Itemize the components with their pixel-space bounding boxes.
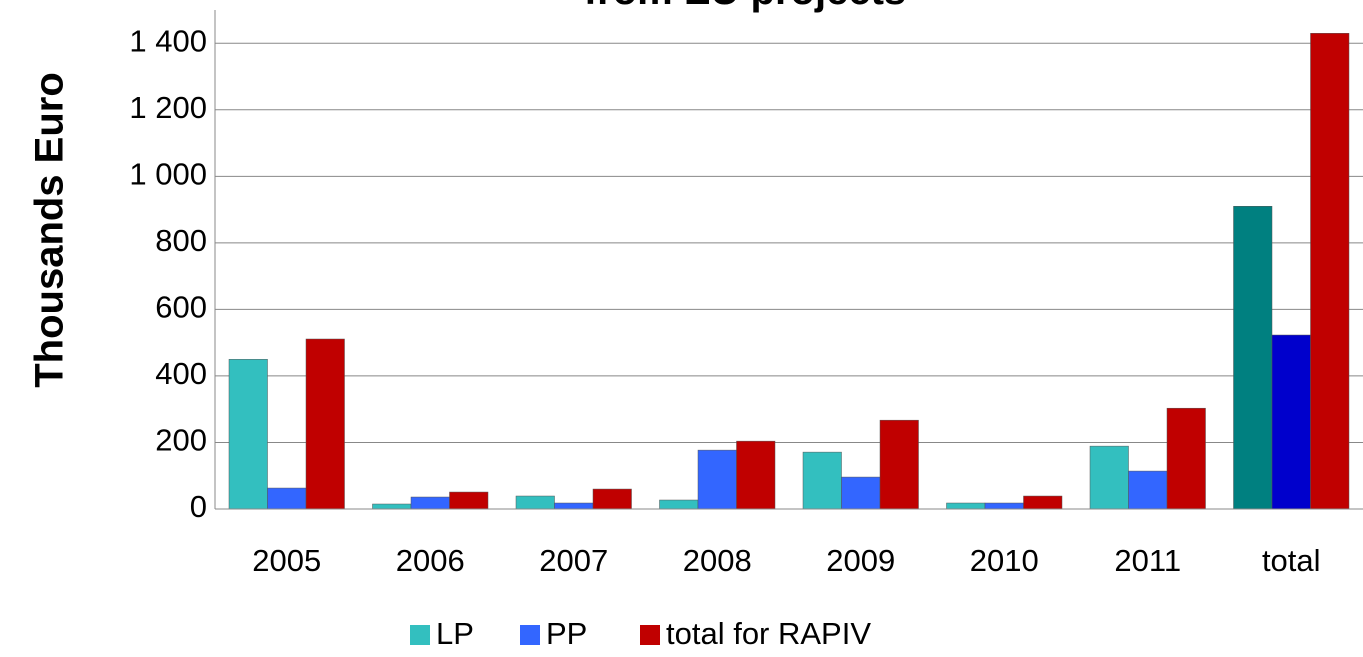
bar bbox=[841, 476, 881, 510]
x-tick-label: 2011 bbox=[1114, 543, 1181, 578]
legend-label: total for RAPIV bbox=[666, 616, 871, 651]
y-tick-label: 1 200 bbox=[129, 90, 207, 125]
y-tick-label: 1 000 bbox=[129, 157, 207, 192]
bar bbox=[449, 491, 489, 510]
legend-label: LP bbox=[436, 616, 474, 651]
bar bbox=[1310, 33, 1350, 510]
x-tick-label: 2008 bbox=[683, 543, 752, 578]
y-tick-label: 800 bbox=[155, 223, 207, 258]
legend-swatch bbox=[640, 625, 660, 645]
bar bbox=[736, 440, 776, 510]
x-tick-label: 2009 bbox=[826, 543, 895, 578]
y-tick-label: 200 bbox=[155, 423, 207, 458]
x-tick-label: 2007 bbox=[539, 543, 608, 578]
x-tick-label: total bbox=[1262, 543, 1321, 578]
bar bbox=[267, 487, 307, 510]
y-tick-label: 400 bbox=[155, 356, 207, 391]
bar bbox=[372, 503, 412, 510]
bar bbox=[228, 359, 268, 510]
legend-label: PP bbox=[546, 616, 587, 651]
bar bbox=[515, 495, 555, 510]
legend-swatch bbox=[520, 625, 540, 645]
bar bbox=[410, 496, 450, 510]
legend-swatch bbox=[410, 625, 430, 645]
bar bbox=[1089, 445, 1129, 510]
chart-title: from EU projects bbox=[584, 0, 906, 13]
x-tick-label: 2010 bbox=[970, 543, 1039, 578]
bar bbox=[1128, 470, 1168, 510]
bar bbox=[305, 338, 345, 510]
y-axis-label: Thousands Euro bbox=[28, 72, 72, 388]
bar bbox=[659, 499, 699, 510]
bar bbox=[592, 488, 632, 510]
bar bbox=[802, 451, 842, 510]
bar bbox=[946, 502, 986, 510]
y-tick-label: 1 400 bbox=[129, 23, 207, 58]
bar bbox=[697, 449, 737, 510]
bar bbox=[879, 419, 919, 510]
y-tick-label: 600 bbox=[155, 290, 207, 325]
bar bbox=[1166, 407, 1206, 510]
bar bbox=[1023, 495, 1063, 510]
bar bbox=[1271, 334, 1311, 510]
x-tick-label: 2006 bbox=[396, 543, 465, 578]
y-tick-label: 0 bbox=[190, 489, 207, 524]
bar bbox=[1233, 206, 1273, 510]
bar bbox=[554, 502, 594, 510]
x-tick-label: 2005 bbox=[252, 543, 321, 578]
bar bbox=[984, 502, 1024, 510]
